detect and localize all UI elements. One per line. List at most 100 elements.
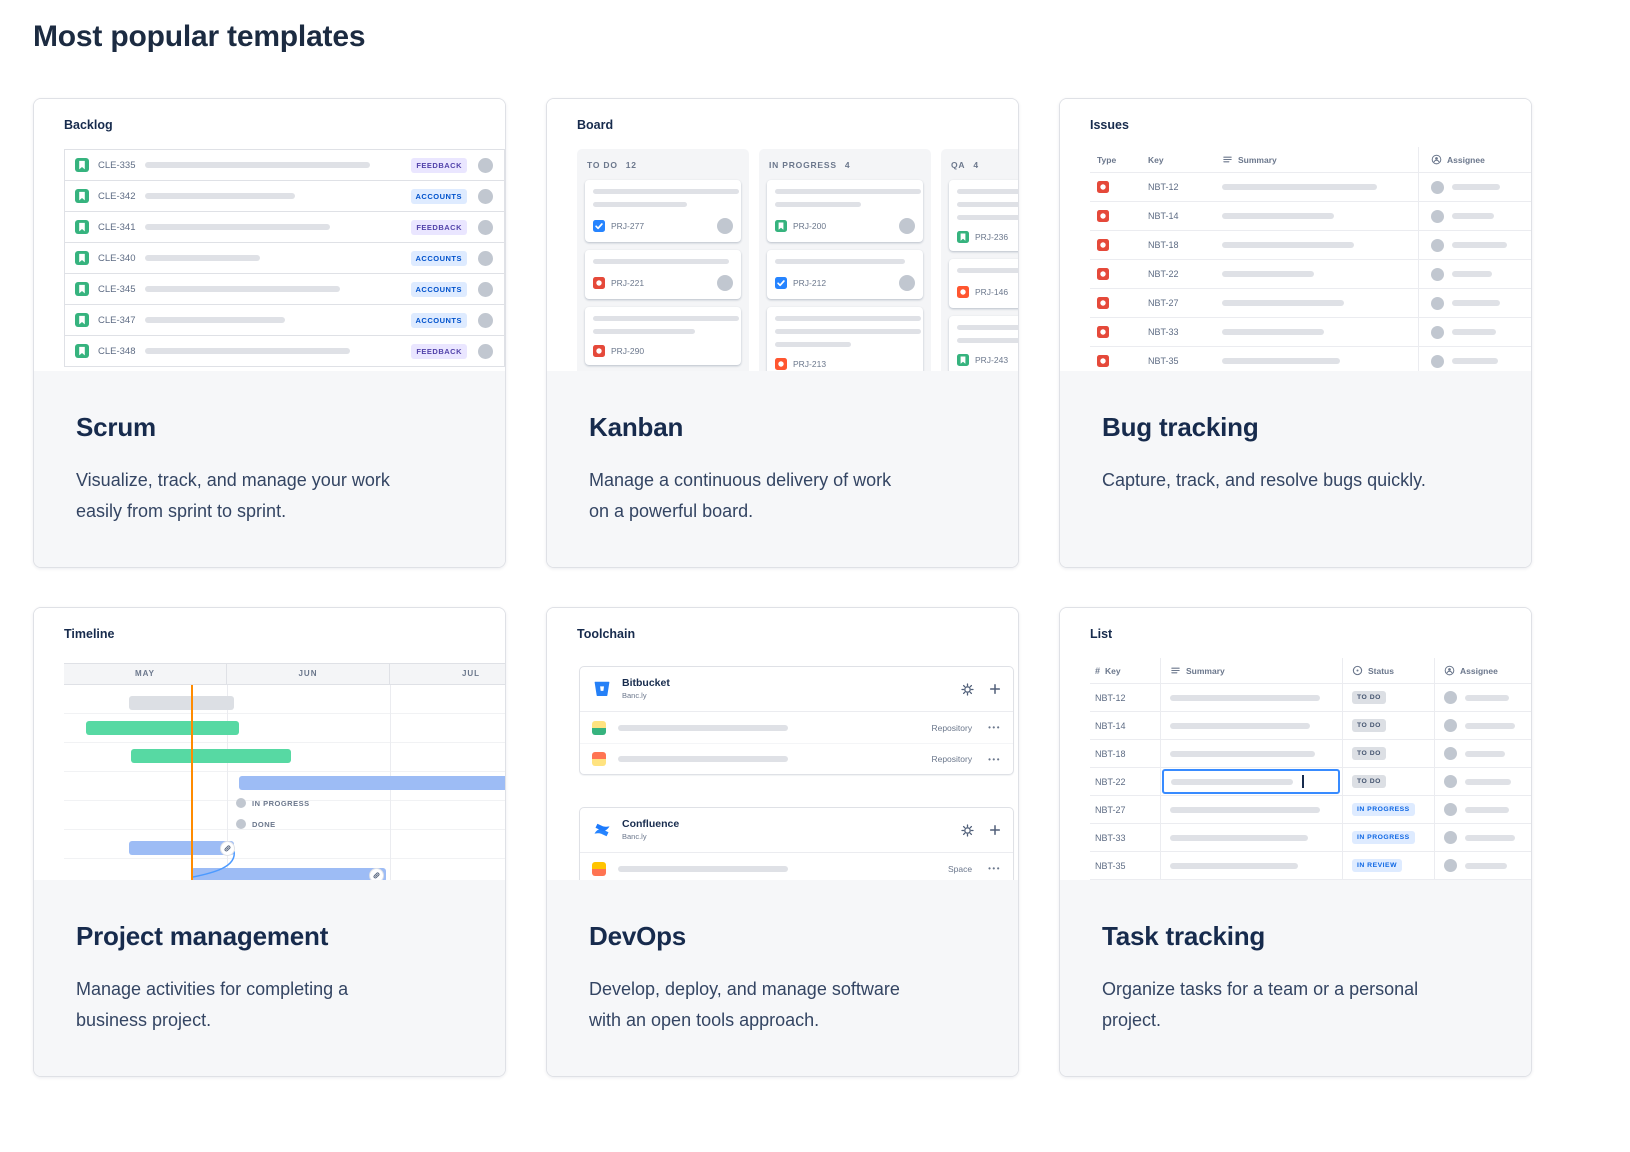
task-icon <box>775 277 787 289</box>
avatar <box>1444 775 1457 788</box>
summary-placeholder-bar <box>1170 722 1310 729</box>
repo-avatar-icon <box>592 861 606 876</box>
board-column-header: TO DO 12 <box>587 160 739 170</box>
issues-table-header: Type Key Summary Assignee <box>1090 147 1531 173</box>
summary-placeholder-bar <box>593 189 739 194</box>
summary-cell <box>1160 712 1343 739</box>
avatar <box>1431 209 1444 223</box>
list-row: NBT-27 IN PROGRESS <box>1090 796 1531 824</box>
add-icon <box>989 824 1001 836</box>
tool-org: Banc.ly <box>622 691 647 700</box>
board-card-footer: PRJ-221 <box>593 275 733 291</box>
assignee-cell <box>1418 173 1531 201</box>
summary-placeholder-bar <box>957 338 1018 343</box>
summary-placeholder-bar <box>593 316 739 321</box>
issue-key: PRJ-221 <box>611 278 645 288</box>
column-name: TO DO <box>587 160 618 170</box>
issue-key: PRJ-213 <box>793 359 827 369</box>
board-card: PRJ-200 <box>767 180 923 242</box>
avatar <box>1444 803 1457 816</box>
key-cell: NBT-18 <box>1148 231 1213 259</box>
assignee-cell <box>1418 318 1531 346</box>
tool-org: Banc.ly <box>622 832 647 841</box>
issue-key: NBT-35 <box>1148 356 1179 366</box>
assignee-placeholder-bar <box>1465 778 1511 785</box>
bug-icon <box>1097 239 1109 251</box>
issue-row: NBT-14 <box>1090 202 1531 231</box>
key-cell: NBT-18 <box>1090 740 1160 767</box>
backlog-row: CLE-345 ACCOUNTS <box>64 273 505 305</box>
template-card-scrum[interactable]: Backlog CLE-335 FEEDBACK CLE-342 ACCOUNTS CL… <box>33 98 506 568</box>
template-card-project-management[interactable]: Timeline MAY JUN JUL IN PROGRESS DONE Projec… <box>33 607 506 1077</box>
status-badge: TO DO <box>1352 747 1386 760</box>
status-dot <box>236 798 246 808</box>
board-card-footer: PRJ-200 <box>775 218 915 234</box>
summary-placeholder-bar <box>593 259 729 264</box>
status-badge: TO DO <box>1352 719 1386 732</box>
grid-line <box>227 685 228 880</box>
summary-placeholder-bar <box>1170 694 1320 701</box>
timeline-body: IN PROGRESS DONE <box>64 685 505 880</box>
text-cursor <box>1302 775 1304 788</box>
tool-actions <box>961 823 1001 837</box>
preview-label: Issues <box>1090 118 1129 132</box>
status-label-done: DONE <box>236 819 276 829</box>
issue-key: PRJ-236 <box>975 232 1009 242</box>
issues-table: Type Key Summary Assignee NBT-12 NBT-14 NBT-18… <box>1090 147 1531 371</box>
board-card-footer: PRJ-277 <box>593 218 733 234</box>
header-key: # Key <box>1090 658 1160 683</box>
template-card-devops[interactable]: Toolchain Bitbucket Banc.ly Repository ••• R… <box>546 607 1019 1077</box>
row-type-label: Repository <box>931 722 973 733</box>
issue-key: NBT-18 <box>1148 240 1179 250</box>
repo-avatar-icon <box>592 720 606 735</box>
summary-placeholder-bar <box>957 215 1018 220</box>
summary-placeholder-bar <box>145 255 260 261</box>
backlog-row: CLE-340 ACCOUNTS <box>64 242 505 274</box>
key-cell: NBT-33 <box>1148 318 1213 346</box>
month-label: JUL <box>390 664 505 684</box>
bug-tracking-preview: Issues Type Key Summary Assignee NBT-12 NBT-1… <box>1060 99 1531 371</box>
story-icon <box>957 354 969 366</box>
avatar <box>478 219 493 235</box>
label-badge: FEEDBACK <box>411 219 467 235</box>
avatar <box>1444 747 1457 760</box>
story-icon <box>75 220 89 234</box>
story-icon <box>75 313 89 327</box>
board-card: PRJ-221 <box>585 250 741 299</box>
card-description: Organize tasks for a team or a personal … <box>1102 979 1419 1030</box>
link-icon <box>221 842 234 855</box>
header-status: Status <box>1343 658 1435 683</box>
template-card-kanban[interactable]: Board TO DO 12 PRJ-277 PRJ-221 PRJ-290 IN PRO… <box>546 98 1019 568</box>
summary-placeholder-bar <box>775 202 861 207</box>
summary-cell <box>1160 684 1343 711</box>
bug-icon <box>1097 355 1109 367</box>
issue-key: NBT-22 <box>1095 776 1126 787</box>
board-card: PRJ-290 <box>585 307 741 365</box>
template-card-bug-tracking[interactable]: Issues Type Key Summary Assignee NBT-12 NBT-1… <box>1059 98 1532 568</box>
issue-key: PRJ-290 <box>611 346 645 356</box>
summary-placeholder-bar <box>145 162 370 168</box>
card-description: Develop, deploy, and manage software wit… <box>589 979 900 1030</box>
tool-name: Bitbucket <box>622 677 670 689</box>
summary-placeholder-bar <box>775 342 851 347</box>
summary-cell <box>1213 173 1418 201</box>
column-count: 4 <box>973 160 979 170</box>
devops-preview: Toolchain Bitbucket Banc.ly Repository ••• R… <box>547 608 1018 880</box>
board-column: QA 4 PRJ-236 PRJ-146 PRJ-243 <box>941 149 1018 371</box>
type-cell <box>1090 202 1148 230</box>
column-name: QA <box>951 160 966 170</box>
gantt-bar-blue <box>239 776 505 790</box>
issue-row: NBT-22 <box>1090 260 1531 289</box>
summary-placeholder-bar <box>145 317 285 323</box>
issue-key: NBT-14 <box>1095 720 1126 731</box>
issue-row: NBT-33 <box>1090 318 1531 347</box>
timeline-month-header: MAY JUN JUL <box>64 663 505 685</box>
summary-cell <box>1213 289 1418 317</box>
template-card-task-tracking[interactable]: List # Key Summary Status Assignee NBT-12 TO D… <box>1059 607 1532 1077</box>
status-badge: TO DO <box>1352 691 1386 704</box>
kanban-preview: Board TO DO 12 PRJ-277 PRJ-221 PRJ-290 IN PRO… <box>547 99 1018 371</box>
summary-cell <box>1213 260 1418 288</box>
summary-placeholder-bar <box>1170 806 1320 813</box>
avatar <box>1431 180 1444 194</box>
summary-placeholder-bar <box>1170 862 1298 869</box>
